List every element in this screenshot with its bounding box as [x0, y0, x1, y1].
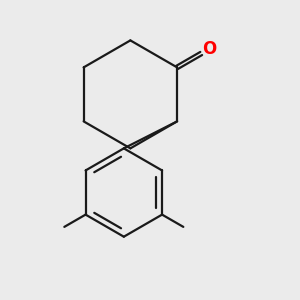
Text: O: O	[202, 40, 216, 58]
